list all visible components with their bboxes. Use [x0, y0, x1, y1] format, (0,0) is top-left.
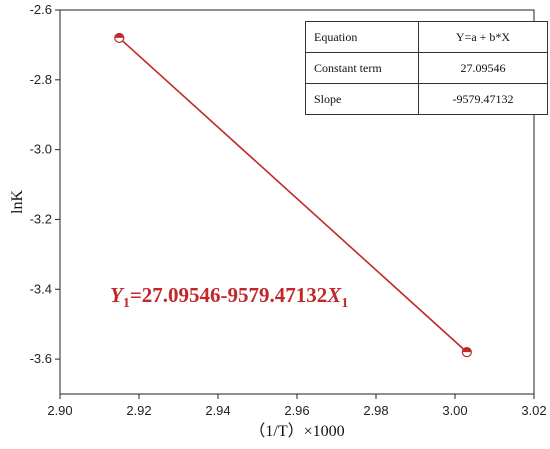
equation-y-sub: 1 [122, 296, 130, 312]
equation-x-var: X [327, 283, 342, 307]
table-row: Constant term 27.09546 [305, 52, 548, 84]
y-tick-label: -3.4 [30, 281, 52, 296]
x-tick-label: 2.98 [363, 403, 388, 418]
series [114, 32, 472, 358]
x-tick-label: 2.94 [205, 403, 230, 418]
x-tick-label: 2.90 [47, 403, 72, 418]
table-value-equation: Y=a + b*X [418, 21, 548, 53]
table-row: Slope -9579.47132 [305, 83, 548, 115]
table-key-equation: Equation [305, 21, 419, 53]
table-key-slope: Slope [305, 83, 419, 115]
y-axis: -2.6 -2.8 -3.0 -3.2 -3.4 -3.6 [30, 2, 60, 366]
x-axis-label: （1/T）×1000 [249, 422, 344, 440]
y-tick-label: -2.8 [30, 72, 52, 87]
data-point-fill [462, 347, 472, 353]
equation-x-sub: 1 [341, 296, 349, 312]
data-point-fill [114, 33, 124, 38]
x-tick-label: 2.92 [126, 403, 151, 418]
data-point [461, 347, 472, 358]
equation-y-var: Y [110, 283, 123, 307]
fit-line [118, 37, 468, 353]
y-tick-label: -3.2 [30, 211, 52, 226]
table-value-slope: -9579.47132 [418, 83, 548, 115]
x-tick-label: 3.02 [521, 403, 546, 418]
y-tick-label: -3.6 [30, 351, 52, 366]
equation-expression: =27.09546-9579.47132 [129, 283, 328, 307]
table-key-constant: Constant term [305, 52, 419, 84]
x-tick-label: 2.96 [284, 403, 309, 418]
x-axis: 2.90 2.92 2.94 2.96 2.98 3.00 3.02 [47, 394, 547, 418]
data-point [114, 32, 125, 44]
table-value-constant: 27.09546 [418, 52, 548, 84]
y-tick-label: -2.6 [30, 2, 52, 17]
stats-table: Equation Y=a + b*X Constant term 27.0954… [305, 21, 548, 115]
table-row: Equation Y=a + b*X [305, 21, 548, 53]
y-tick-label: -3.0 [30, 142, 52, 157]
y-axis-label: lnK [9, 190, 26, 214]
fit-equation-annotation: Y1=27.09546-9579.47132X1 [110, 283, 348, 312]
x-tick-label: 3.00 [442, 403, 467, 418]
